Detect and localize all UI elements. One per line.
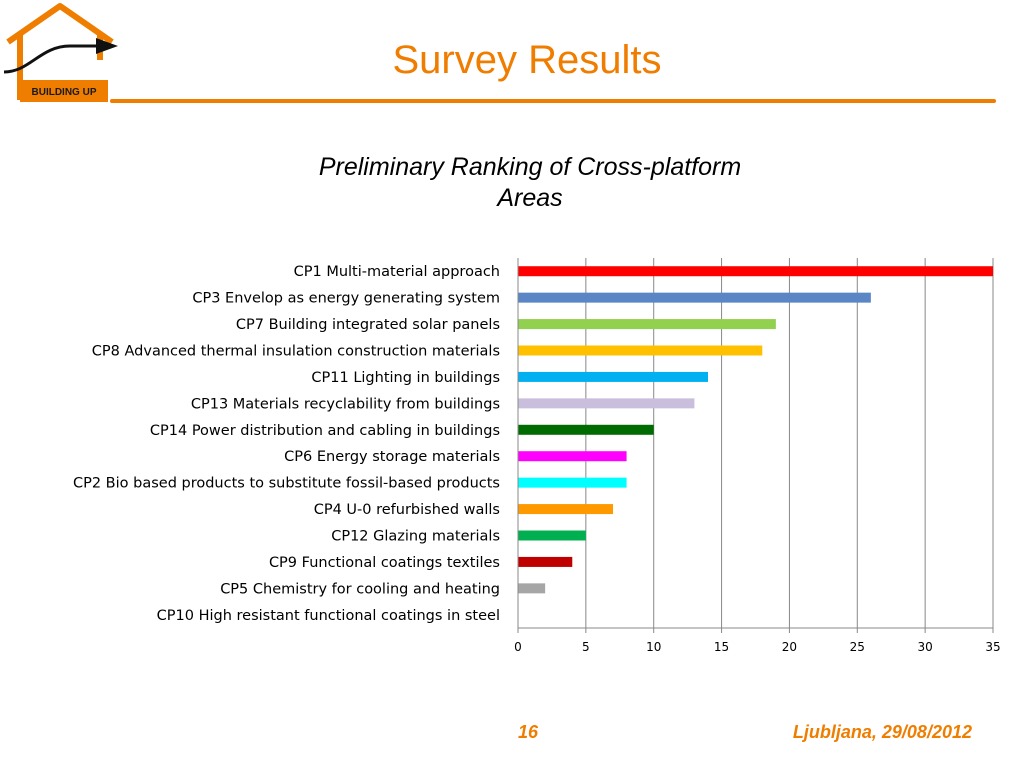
category-label: CP13 Materials recyclability from buildi… [191, 396, 500, 412]
bar-2 [518, 292, 871, 303]
x-tick-label: 0 [514, 640, 522, 654]
footer-place-date: Ljubljana, 29/08/2012 [792, 722, 972, 742]
bar-13 [518, 583, 546, 594]
category-label: CP5 Chemistry for cooling and heating [220, 581, 500, 597]
x-tick-label: 35 [985, 640, 1000, 654]
category-label: CP1 Multi-material approach [294, 264, 500, 280]
bar-12 [518, 556, 573, 567]
x-tick-label: 25 [850, 640, 865, 654]
category-label: CP11 Lighting in buildings [311, 370, 500, 386]
category-label: CP12 Glazing materials [331, 529, 500, 545]
chart-title-line-2: Areas [497, 184, 563, 213]
bar-7 [518, 424, 654, 435]
bar-4 [518, 345, 763, 356]
category-label: CP14 Power distribution and cabling in b… [150, 423, 500, 439]
category-label: CP6 Energy storage materials [284, 449, 500, 465]
page-number: 16 [518, 722, 539, 742]
chart-title-line-1: Preliminary Ranking of Cross-platform [318, 153, 742, 181]
title-divider [110, 99, 996, 103]
category-label: CP7 Building integrated solar panels [236, 317, 500, 333]
x-tick-label: 30 [918, 640, 933, 654]
category-label: CP8 Advanced thermal insulation construc… [92, 344, 500, 360]
category-label: CP9 Functional coatings textiles [269, 555, 500, 571]
x-tick-label: 15 [714, 640, 729, 654]
chart-title: Preliminary Ranking of Cross-platform Ar… [280, 152, 780, 215]
bar-1 [518, 266, 993, 277]
slide-title: Survey Results [392, 38, 662, 82]
category-label: CP2 Bio based products to substitute fos… [73, 476, 500, 492]
category-label: CP4 U-0 refurbished walls [314, 502, 500, 518]
building-up-logo: BUILDING UP [3, 3, 118, 102]
logo-text: BUILDING UP [32, 87, 97, 98]
category-label: CP10 High resistant functional coatings … [157, 608, 500, 624]
category-label: CP3 Envelop as energy generating system [192, 291, 500, 307]
x-tick-label: 20 [782, 640, 797, 654]
bar-8 [518, 451, 627, 462]
bar-10 [518, 504, 613, 515]
bar-3 [518, 319, 776, 330]
bar-9 [518, 477, 627, 488]
x-tick-label: 10 [646, 640, 661, 654]
bar-5 [518, 371, 708, 382]
bar-11 [518, 530, 586, 541]
bar-6 [518, 398, 695, 409]
x-tick-label: 5 [582, 640, 590, 654]
